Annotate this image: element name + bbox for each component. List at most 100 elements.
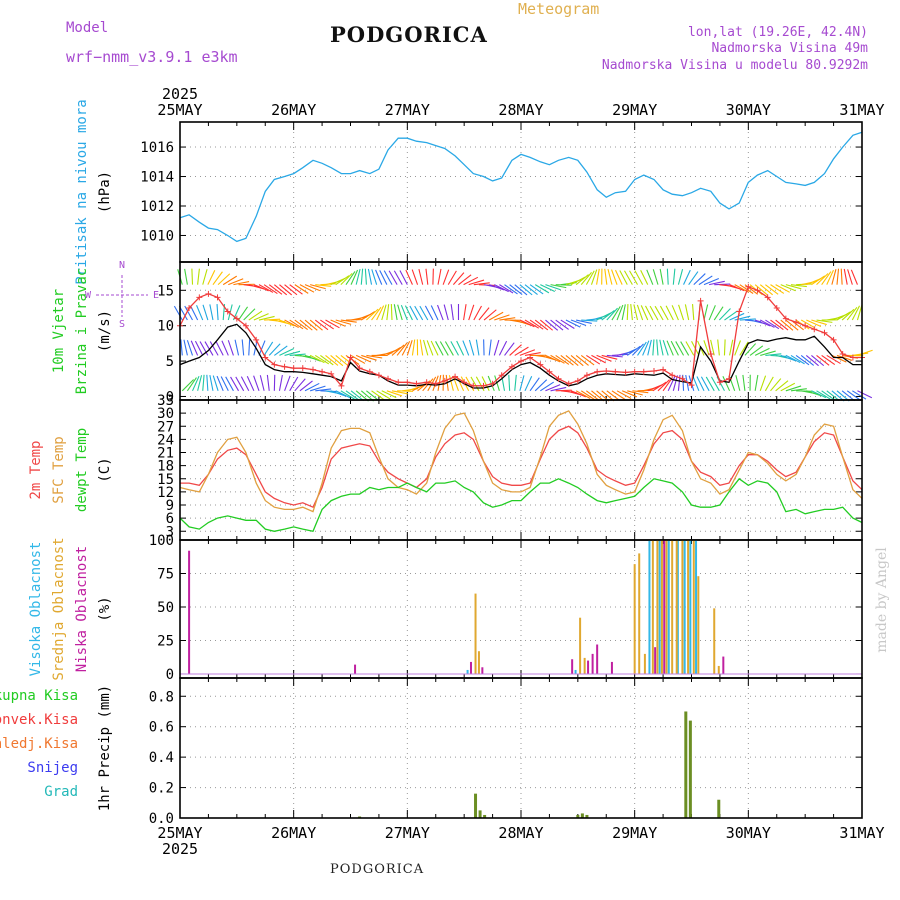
gust-marker bbox=[480, 382, 487, 389]
panel-ylabel: Brzina i Pravac bbox=[74, 268, 90, 394]
wind-barb bbox=[481, 376, 490, 392]
wind-barb bbox=[268, 343, 281, 356]
gust-marker bbox=[537, 361, 544, 368]
wind-barb bbox=[580, 272, 592, 286]
wind-barb bbox=[770, 284, 785, 294]
wind-barb bbox=[190, 340, 199, 356]
wind-barb bbox=[705, 376, 715, 392]
wind-barb bbox=[430, 305, 439, 321]
bar-visoka-oblacnost bbox=[466, 669, 469, 674]
wind-barb bbox=[399, 270, 408, 285]
wind-barb bbox=[215, 340, 224, 356]
wind-barb bbox=[212, 271, 223, 285]
wind-barb bbox=[309, 385, 326, 392]
bar-niska-oblacnost bbox=[571, 659, 574, 674]
x-tick-label-top: 25MAY bbox=[157, 101, 202, 119]
wind-barb bbox=[831, 269, 837, 285]
wind-barb bbox=[524, 376, 533, 392]
gust-marker bbox=[413, 380, 420, 387]
lonlat-label: lon,lat (19.26E, 42.4N) bbox=[687, 25, 868, 40]
wind-barb bbox=[315, 284, 332, 287]
gust-marker bbox=[839, 351, 846, 357]
wind-barb bbox=[320, 354, 334, 366]
wind-barb bbox=[197, 268, 200, 285]
wind-barb bbox=[371, 269, 378, 285]
bar-niska-oblacnost bbox=[722, 656, 725, 674]
wind-barb bbox=[734, 340, 741, 356]
wind-barb bbox=[540, 284, 556, 292]
y-tick-label: 30 bbox=[157, 406, 174, 422]
y-tick-label: 1016 bbox=[140, 140, 174, 156]
bar-srednja-oblacnost bbox=[656, 540, 659, 674]
series-line-sfc-temp bbox=[179, 410, 863, 513]
wind-barb bbox=[473, 305, 482, 321]
wind-barb bbox=[729, 312, 745, 321]
gust-marker bbox=[754, 287, 761, 294]
wind-barb bbox=[478, 307, 490, 321]
wind-barb bbox=[206, 374, 209, 391]
wind-barb bbox=[524, 352, 541, 356]
wind-barb bbox=[631, 343, 644, 356]
wind-barb bbox=[393, 270, 403, 285]
gust-marker bbox=[242, 322, 249, 329]
x-tick-label-bottom: 29MAY bbox=[612, 824, 657, 842]
y-tick-label: 15 bbox=[157, 283, 174, 299]
wind-barb bbox=[671, 305, 679, 321]
wind-barb bbox=[273, 284, 288, 296]
wind-barb bbox=[186, 377, 197, 392]
gust-marker bbox=[385, 375, 392, 382]
wind-barb bbox=[729, 284, 745, 292]
wind-barb bbox=[381, 304, 387, 321]
wind-barb bbox=[234, 339, 240, 356]
wind-barb bbox=[279, 319, 295, 327]
wind-barb bbox=[209, 341, 219, 356]
wind-barb bbox=[514, 346, 529, 356]
wind-barb bbox=[345, 390, 360, 401]
bar-srednja-oblacnost bbox=[660, 540, 663, 674]
wind-barb bbox=[847, 269, 853, 285]
gust-marker bbox=[395, 379, 402, 386]
wind-barb bbox=[659, 268, 664, 285]
wind-barb bbox=[811, 319, 827, 326]
wind-barb bbox=[754, 374, 759, 391]
wind-barb bbox=[524, 284, 538, 295]
wind-barb bbox=[619, 270, 628, 285]
wind-barb bbox=[734, 315, 751, 321]
wind-barb bbox=[278, 374, 283, 391]
panel-pressure: 1010 1012 1014 1016 Pritisak na nivou mora (h… bbox=[74, 99, 863, 285]
wind-barb bbox=[439, 341, 449, 356]
compass-label-w: W bbox=[85, 290, 92, 301]
wind-barb bbox=[391, 390, 408, 395]
wind-barb bbox=[183, 339, 188, 356]
wind-barb bbox=[207, 270, 216, 285]
wind-barb bbox=[749, 345, 764, 356]
y-tick-label: 100 bbox=[149, 533, 174, 549]
wind-barb bbox=[545, 384, 561, 392]
wind-barb bbox=[235, 376, 245, 392]
wind-barb bbox=[314, 319, 329, 331]
wind-barb bbox=[499, 284, 514, 294]
wind-barb bbox=[355, 268, 361, 285]
gust-marker bbox=[802, 322, 809, 329]
wind-barb bbox=[790, 388, 807, 392]
panel-ylabel: Srednja Oblacnost bbox=[51, 537, 67, 680]
gust-marker bbox=[565, 380, 572, 387]
gust-marker bbox=[281, 363, 288, 370]
wind-barb bbox=[390, 304, 393, 321]
wind-barb bbox=[601, 354, 618, 360]
wind-barb bbox=[852, 390, 867, 400]
bar-srednja-oblacnost bbox=[583, 657, 586, 674]
wind-barb bbox=[238, 306, 249, 321]
wind-barb bbox=[216, 304, 219, 321]
wind-barb bbox=[381, 390, 397, 399]
wind-barb bbox=[692, 375, 700, 392]
wind-barb bbox=[483, 309, 497, 321]
wind-barb bbox=[576, 319, 592, 324]
wind-barb bbox=[258, 315, 275, 321]
wind-barb bbox=[192, 375, 200, 392]
x-tick-label-top: 29MAY bbox=[612, 101, 657, 119]
wind-barb bbox=[504, 342, 515, 356]
wind-barb bbox=[760, 319, 775, 328]
wind-barb bbox=[709, 280, 725, 286]
wind-barb bbox=[519, 349, 536, 356]
